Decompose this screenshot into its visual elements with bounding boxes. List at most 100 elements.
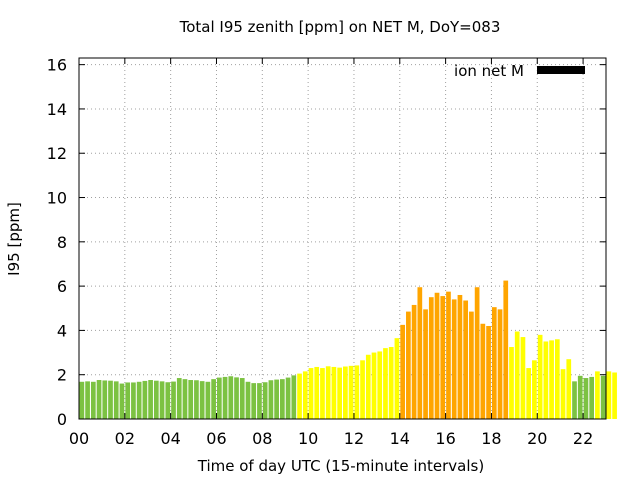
x-tick-label: 04 [160,429,180,448]
bar [142,380,148,419]
bar [131,382,136,419]
bar [566,359,572,419]
bar [182,379,188,419]
bar [486,325,491,419]
bar [383,348,388,419]
x-tick-label: 22 [573,429,593,448]
bar [285,377,291,419]
x-axis-label: Time of day UTC (15-minute intervals) [197,457,484,475]
bar [280,379,285,419]
bar [520,337,526,419]
bars [79,280,617,419]
bar [268,380,274,419]
bar [216,377,222,419]
legend: ion net M [454,62,585,80]
bar [314,366,320,419]
legend-swatch [537,66,585,74]
bar [302,371,308,419]
bar [153,380,159,419]
bar [239,378,245,419]
bar [159,381,165,419]
bar [600,375,606,419]
bar [96,380,102,419]
y-tick-label: 4 [57,321,67,340]
bar [583,378,589,419]
bar [136,381,142,419]
bar [406,311,411,419]
bar [606,371,612,419]
x-tick-label: 12 [344,429,364,448]
bar [371,352,377,419]
bar [549,340,554,419]
bar [348,365,354,419]
bar [125,382,131,419]
bar [171,381,176,419]
bar [491,307,497,419]
bar [417,287,423,419]
bar [451,299,457,419]
bar [251,383,257,419]
bar [222,376,228,419]
x-tick-label: 20 [527,429,547,448]
bar [165,382,171,419]
bar [360,360,365,419]
y-axis-label: I95 [ppm] [5,202,23,276]
bar [537,334,543,419]
bar [400,324,405,419]
bar [509,347,514,419]
bar [188,380,194,419]
bar [90,381,96,419]
bar [119,383,125,419]
bar [308,368,314,419]
bar [411,304,417,419]
bar [234,377,239,419]
bar [262,382,268,419]
bar [148,380,153,419]
bar [354,365,360,419]
bar [446,291,451,419]
bar [463,300,469,419]
bar [440,296,446,419]
bar [480,323,486,419]
bar [297,373,302,419]
bar [469,311,474,419]
x-tick-label: 14 [390,429,410,448]
x-tick-label: 06 [206,429,226,448]
bar [211,379,216,419]
bar [365,354,371,419]
x-tick-label: 08 [252,429,272,448]
bar [554,339,560,419]
bar [474,287,480,419]
bar [572,381,577,419]
bar [274,379,279,419]
bar [532,360,537,419]
y-tick-label: 8 [57,233,67,252]
grid [79,58,606,419]
bar [589,376,595,419]
bar [85,381,90,419]
bar [428,297,434,419]
x-tick-label: 02 [115,429,135,448]
bar [257,383,262,419]
bar [291,375,297,419]
bar [457,294,463,419]
bar [612,372,617,419]
bar [543,341,549,419]
bar [228,376,234,419]
x-tick-label: 00 [69,429,89,448]
bar [343,366,348,419]
bar [394,338,400,419]
bar [320,368,325,419]
y-tick-label: 14 [47,100,67,119]
bar [595,371,600,419]
y-tick-label: 0 [57,410,67,429]
bar [577,375,583,419]
legend-label: ion net M [454,62,524,80]
y-tick-label: 6 [57,277,67,296]
bar [176,378,182,419]
y-tick-label: 2 [57,366,67,385]
bar [79,381,85,419]
x-tick-label: 10 [298,429,318,448]
